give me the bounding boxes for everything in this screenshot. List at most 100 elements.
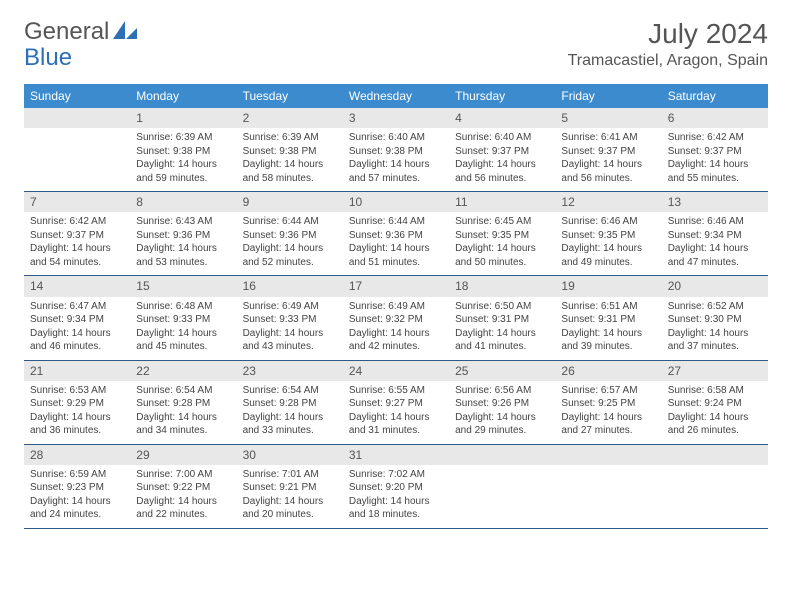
day-info-line: and 56 minutes. <box>455 172 549 186</box>
day-body: Sunrise: 6:51 AMSunset: 9:31 PMDaylight:… <box>555 297 661 360</box>
day-info-line: Sunset: 9:35 PM <box>455 229 549 243</box>
weeks-container: 1Sunrise: 6:39 AMSunset: 9:38 PMDaylight… <box>24 108 768 529</box>
page-header: General July 2024 Tramacastiel, Aragon, … <box>0 0 792 78</box>
day-number: 29 <box>130 445 236 465</box>
day-number: 28 <box>24 445 130 465</box>
title-block: July 2024 Tramacastiel, Aragon, Spain <box>568 18 768 70</box>
day-info-line: Daylight: 14 hours <box>30 495 124 509</box>
day-info-line: and 31 minutes. <box>349 424 443 438</box>
day-number: 21 <box>24 361 130 381</box>
day-body: Sunrise: 6:39 AMSunset: 9:38 PMDaylight:… <box>130 128 236 191</box>
brand-logo: General <box>24 18 139 46</box>
day-info-line: Sunrise: 6:54 AM <box>136 384 230 398</box>
day-number: 25 <box>449 361 555 381</box>
location-label: Tramacastiel, Aragon, Spain <box>568 52 768 70</box>
day-info-line: and 24 minutes. <box>30 508 124 522</box>
day-info-line: Daylight: 14 hours <box>136 242 230 256</box>
day-cell: 16Sunrise: 6:49 AMSunset: 9:33 PMDayligh… <box>237 276 343 359</box>
day-info-line: Sunrise: 6:43 AM <box>136 215 230 229</box>
day-info-line: Sunset: 9:36 PM <box>349 229 443 243</box>
day-info-line: Daylight: 14 hours <box>349 327 443 341</box>
day-number <box>662 445 768 465</box>
day-info-line: Sunset: 9:33 PM <box>136 313 230 327</box>
day-body: Sunrise: 6:44 AMSunset: 9:36 PMDaylight:… <box>343 212 449 275</box>
day-info-line: and 55 minutes. <box>668 172 762 186</box>
weekday-header: Friday <box>555 84 661 108</box>
day-info-line: Daylight: 14 hours <box>30 327 124 341</box>
day-info-line: Daylight: 14 hours <box>668 327 762 341</box>
day-info-line: Daylight: 14 hours <box>30 242 124 256</box>
day-number: 19 <box>555 276 661 296</box>
day-info-line: and 26 minutes. <box>668 424 762 438</box>
day-body: Sunrise: 7:02 AMSunset: 9:20 PMDaylight:… <box>343 465 449 528</box>
day-info-line: and 22 minutes. <box>136 508 230 522</box>
day-info-line: and 41 minutes. <box>455 340 549 354</box>
day-info-line: Daylight: 14 hours <box>136 411 230 425</box>
day-body: Sunrise: 6:40 AMSunset: 9:37 PMDaylight:… <box>449 128 555 191</box>
day-body: Sunrise: 6:46 AMSunset: 9:34 PMDaylight:… <box>662 212 768 275</box>
day-cell <box>24 108 130 191</box>
day-info-line: Sunset: 9:31 PM <box>561 313 655 327</box>
day-body: Sunrise: 6:42 AMSunset: 9:37 PMDaylight:… <box>24 212 130 275</box>
day-info-line: Sunset: 9:33 PM <box>243 313 337 327</box>
day-cell: 26Sunrise: 6:57 AMSunset: 9:25 PMDayligh… <box>555 361 661 444</box>
day-info-line: Daylight: 14 hours <box>455 158 549 172</box>
day-body: Sunrise: 6:58 AMSunset: 9:24 PMDaylight:… <box>662 381 768 444</box>
day-number: 2 <box>237 108 343 128</box>
day-info-line: Daylight: 14 hours <box>455 242 549 256</box>
day-info-line: Sunset: 9:31 PM <box>455 313 549 327</box>
day-info-line: Sunrise: 6:57 AM <box>561 384 655 398</box>
day-body: Sunrise: 6:44 AMSunset: 9:36 PMDaylight:… <box>237 212 343 275</box>
weekday-header: Monday <box>130 84 236 108</box>
day-cell: 23Sunrise: 6:54 AMSunset: 9:28 PMDayligh… <box>237 361 343 444</box>
day-info-line: and 33 minutes. <box>243 424 337 438</box>
day-body: Sunrise: 6:52 AMSunset: 9:30 PMDaylight:… <box>662 297 768 360</box>
day-info-line: Sunrise: 7:02 AM <box>349 468 443 482</box>
day-body: Sunrise: 7:00 AMSunset: 9:22 PMDaylight:… <box>130 465 236 528</box>
day-info-line: Sunset: 9:28 PM <box>136 397 230 411</box>
day-info-line: and 36 minutes. <box>30 424 124 438</box>
day-info-line: and 53 minutes. <box>136 256 230 270</box>
week-row: 28Sunrise: 6:59 AMSunset: 9:23 PMDayligh… <box>24 445 768 529</box>
day-info-line: Daylight: 14 hours <box>349 495 443 509</box>
day-info-line: Sunset: 9:20 PM <box>349 481 443 495</box>
day-number: 17 <box>343 276 449 296</box>
day-info-line: Sunset: 9:21 PM <box>243 481 337 495</box>
day-info-line: Daylight: 14 hours <box>455 327 549 341</box>
day-cell <box>662 445 768 528</box>
day-info-line: Sunset: 9:37 PM <box>561 145 655 159</box>
day-cell: 12Sunrise: 6:46 AMSunset: 9:35 PMDayligh… <box>555 192 661 275</box>
day-body: Sunrise: 6:50 AMSunset: 9:31 PMDaylight:… <box>449 297 555 360</box>
day-cell: 15Sunrise: 6:48 AMSunset: 9:33 PMDayligh… <box>130 276 236 359</box>
day-body: Sunrise: 7:01 AMSunset: 9:21 PMDaylight:… <box>237 465 343 528</box>
day-number: 4 <box>449 108 555 128</box>
brand-part2: Blue <box>24 44 72 72</box>
day-info-line: Sunrise: 7:00 AM <box>136 468 230 482</box>
day-info-line: Sunset: 9:30 PM <box>668 313 762 327</box>
day-info-line: and 57 minutes. <box>349 172 443 186</box>
day-info-line: Daylight: 14 hours <box>561 242 655 256</box>
day-number: 15 <box>130 276 236 296</box>
day-number: 12 <box>555 192 661 212</box>
day-number: 22 <box>130 361 236 381</box>
day-info-line: Daylight: 14 hours <box>243 158 337 172</box>
day-info-line: and 51 minutes. <box>349 256 443 270</box>
day-info-line: Sunrise: 6:47 AM <box>30 300 124 314</box>
day-info-line: Daylight: 14 hours <box>136 158 230 172</box>
day-info-line: Daylight: 14 hours <box>243 327 337 341</box>
day-info-line: Sunset: 9:34 PM <box>30 313 124 327</box>
day-info-line: Sunset: 9:38 PM <box>349 145 443 159</box>
day-info-line: Sunrise: 6:53 AM <box>30 384 124 398</box>
day-number: 31 <box>343 445 449 465</box>
week-row: 7Sunrise: 6:42 AMSunset: 9:37 PMDaylight… <box>24 192 768 276</box>
day-number <box>449 445 555 465</box>
day-body: Sunrise: 6:55 AMSunset: 9:27 PMDaylight:… <box>343 381 449 444</box>
day-info-line: Daylight: 14 hours <box>349 158 443 172</box>
day-info-line: Sunset: 9:32 PM <box>349 313 443 327</box>
day-info-line: and 56 minutes. <box>561 172 655 186</box>
month-title: July 2024 <box>568 18 768 50</box>
day-number: 24 <box>343 361 449 381</box>
day-info-line: and 29 minutes. <box>455 424 549 438</box>
day-cell: 4Sunrise: 6:40 AMSunset: 9:37 PMDaylight… <box>449 108 555 191</box>
day-info-line: Sunrise: 6:56 AM <box>455 384 549 398</box>
